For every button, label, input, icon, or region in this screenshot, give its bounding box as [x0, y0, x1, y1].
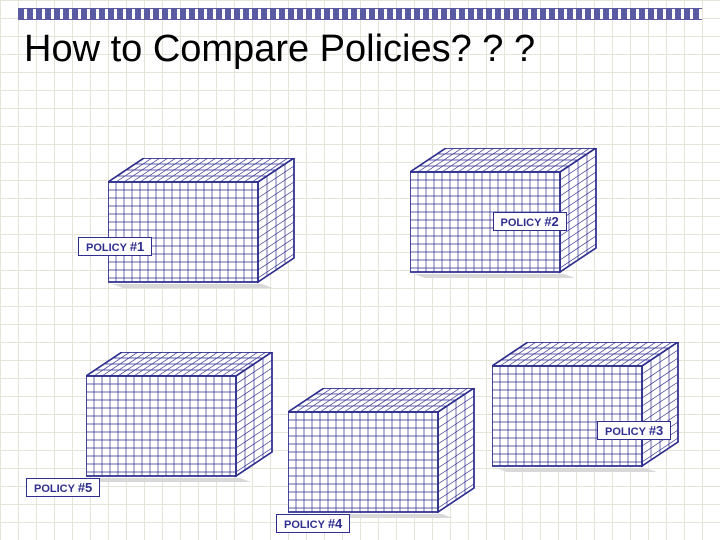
policy-label-text: POLICY	[86, 242, 130, 254]
policy-label-text: POLICY	[501, 217, 545, 229]
slide-canvas: How to Compare Policies? ? ? POLICY #1PO…	[0, 0, 720, 540]
policy-label-num: #5	[78, 480, 92, 495]
cube-graphic	[492, 342, 688, 476]
policy-label-num: #4	[328, 516, 342, 531]
policy-label-5: POLICY #5	[26, 478, 100, 497]
policy-label-2: POLICY #2	[493, 212, 567, 231]
cube-graphic	[86, 352, 282, 486]
policy-label-num: #3	[649, 423, 663, 438]
policy-label-1: POLICY #1	[78, 237, 152, 256]
decorative-top-band	[18, 8, 702, 20]
policy-label-text: POLICY	[605, 426, 649, 438]
cube-graphic	[108, 158, 304, 292]
policy-label-text: POLICY	[284, 519, 328, 531]
policy-label-text: POLICY	[34, 483, 78, 495]
policy-label-num: #2	[544, 214, 558, 229]
slide-title: How to Compare Policies? ? ?	[24, 28, 535, 71]
policy-label-num: #1	[130, 239, 144, 254]
policy-label-3: POLICY #3	[597, 421, 671, 440]
cube-graphic	[288, 388, 484, 522]
policy-label-4: POLICY #4	[276, 514, 350, 533]
